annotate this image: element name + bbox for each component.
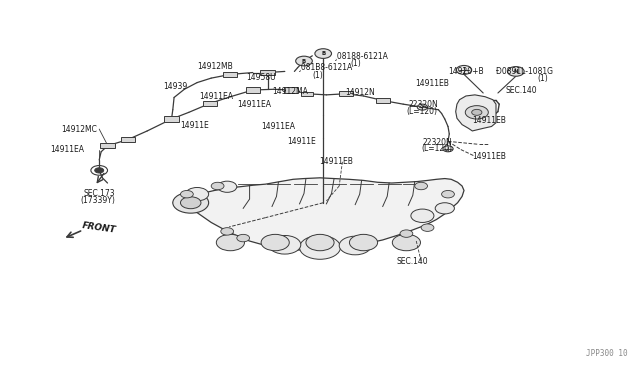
Circle shape	[269, 235, 301, 254]
Text: (17339Y): (17339Y)	[80, 196, 115, 205]
Circle shape	[509, 68, 522, 75]
Circle shape	[173, 192, 209, 213]
Circle shape	[306, 234, 334, 251]
Circle shape	[317, 50, 330, 57]
Text: JPP300 10: JPP300 10	[586, 349, 627, 358]
Bar	[223, 72, 237, 77]
Circle shape	[339, 236, 371, 255]
Circle shape	[456, 65, 472, 74]
Bar	[339, 91, 353, 96]
Circle shape	[458, 66, 470, 74]
Text: 14912MB: 14912MB	[197, 62, 233, 71]
Text: N: N	[513, 69, 518, 74]
Text: ¸08188-6121A: ¸08188-6121A	[334, 51, 389, 60]
Text: 14911E: 14911E	[180, 121, 209, 130]
Text: SEC.140: SEC.140	[397, 257, 428, 266]
Text: 14912MA: 14912MA	[272, 87, 308, 96]
Circle shape	[261, 234, 289, 251]
Circle shape	[443, 146, 453, 152]
Text: 14911EA: 14911EA	[50, 145, 84, 154]
Circle shape	[221, 228, 234, 235]
Bar	[164, 116, 179, 122]
Circle shape	[508, 67, 524, 76]
Text: 14912MC: 14912MC	[61, 125, 97, 134]
Text: (1): (1)	[351, 60, 362, 68]
Circle shape	[435, 203, 454, 214]
Text: 14911EA: 14911EA	[261, 122, 295, 131]
Text: (1): (1)	[312, 71, 323, 80]
Bar	[260, 70, 275, 75]
Text: B: B	[302, 58, 306, 64]
Circle shape	[349, 234, 378, 251]
Circle shape	[95, 168, 104, 173]
Polygon shape	[173, 178, 464, 250]
Text: 14911EB: 14911EB	[472, 116, 506, 125]
Text: 22320N: 22320N	[422, 138, 452, 147]
Circle shape	[417, 104, 428, 110]
Text: 14911E: 14911E	[287, 137, 316, 146]
Bar	[376, 98, 390, 103]
Circle shape	[300, 235, 340, 259]
Circle shape	[315, 49, 332, 58]
Text: 14911EB: 14911EB	[472, 152, 506, 161]
Bar	[203, 101, 217, 106]
Bar	[301, 92, 313, 96]
Circle shape	[465, 106, 488, 119]
Text: 14911EA: 14911EA	[200, 92, 234, 101]
Circle shape	[211, 182, 224, 190]
Circle shape	[400, 230, 413, 237]
Text: 14911EB: 14911EB	[319, 157, 353, 166]
Text: (L=120): (L=120)	[406, 107, 437, 116]
Text: 22320N: 22320N	[408, 100, 438, 109]
Circle shape	[186, 187, 209, 201]
Circle shape	[415, 182, 428, 190]
Circle shape	[296, 56, 312, 66]
Circle shape	[442, 190, 454, 198]
Text: (1): (1)	[538, 74, 548, 83]
Circle shape	[218, 181, 237, 192]
Polygon shape	[456, 95, 496, 131]
Text: SEC.173: SEC.173	[83, 189, 115, 198]
Text: 14911EB: 14911EB	[415, 79, 449, 88]
Text: 14912N: 14912N	[346, 88, 375, 97]
Bar	[246, 87, 260, 93]
Text: 14939: 14939	[163, 82, 188, 91]
Circle shape	[216, 234, 244, 251]
Text: B: B	[321, 51, 325, 56]
Text: 14958U: 14958U	[246, 73, 276, 81]
Bar	[284, 87, 298, 93]
Circle shape	[180, 190, 193, 198]
Circle shape	[472, 109, 482, 115]
Text: Ð0891L-1081G: Ð0891L-1081G	[496, 67, 553, 76]
Circle shape	[180, 197, 201, 209]
Text: 14911EA: 14911EA	[237, 100, 271, 109]
Circle shape	[411, 209, 434, 222]
Text: SEC.140: SEC.140	[506, 86, 537, 94]
Text: FRONT: FRONT	[82, 221, 117, 234]
Bar	[121, 137, 135, 142]
Text: (L=120): (L=120)	[421, 144, 452, 153]
Circle shape	[298, 57, 310, 65]
Circle shape	[392, 234, 420, 251]
Text: ¸081B8-6121A: ¸081B8-6121A	[298, 62, 353, 71]
Circle shape	[237, 234, 250, 242]
Bar	[100, 143, 115, 148]
Text: 14920+B: 14920+B	[448, 67, 484, 76]
Circle shape	[421, 224, 434, 231]
